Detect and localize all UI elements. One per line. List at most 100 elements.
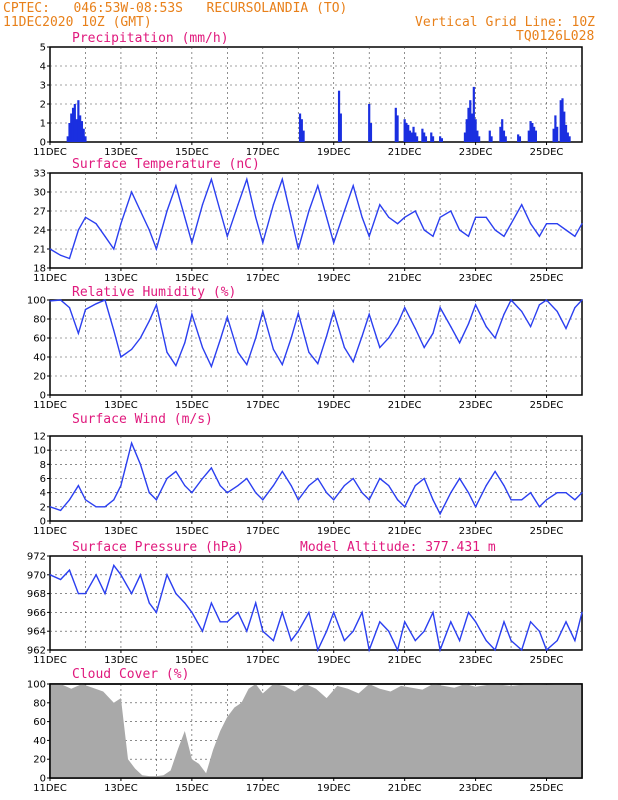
panel-title: Surface Wind (m/s) bbox=[72, 412, 213, 427]
data-point bbox=[130, 348, 133, 350]
data-point bbox=[262, 630, 264, 632]
data-point bbox=[574, 307, 576, 309]
data-point bbox=[494, 470, 496, 473]
data-point bbox=[432, 611, 434, 614]
data-point bbox=[565, 492, 567, 494]
data-point bbox=[565, 621, 567, 623]
data-point bbox=[155, 611, 157, 614]
data-point bbox=[423, 229, 425, 231]
precip-bar bbox=[552, 128, 555, 142]
x-tick-label: 11DEC bbox=[33, 147, 67, 158]
data-point bbox=[219, 621, 221, 623]
data-point bbox=[237, 351, 239, 353]
data-point bbox=[210, 467, 212, 469]
x-tick-label: 23DEC bbox=[459, 400, 493, 411]
data-point bbox=[333, 242, 335, 244]
precip-bar bbox=[84, 136, 87, 142]
data-point bbox=[503, 235, 505, 237]
y-tick-label: 0 bbox=[40, 774, 46, 785]
data-point bbox=[175, 593, 177, 595]
y-tick-label: 2 bbox=[40, 502, 46, 513]
data-point bbox=[361, 216, 363, 218]
data-point bbox=[68, 569, 71, 571]
data-point bbox=[343, 346, 345, 349]
data-point bbox=[545, 499, 548, 501]
precip-bar bbox=[430, 132, 433, 142]
data-point bbox=[297, 312, 299, 314]
panel-4: 962 964 966 968 970 972 11DEC 13DEC 15DEC 17DEC 19… bbox=[27, 540, 583, 666]
data-point bbox=[84, 499, 87, 501]
x-tick-label: 17DEC bbox=[246, 526, 280, 537]
precip-bar bbox=[488, 130, 491, 142]
data-point bbox=[333, 611, 335, 614]
y-tick-label: 40 bbox=[33, 736, 46, 747]
y-tick-label: 33 bbox=[33, 169, 46, 180]
y-tick-label: 80 bbox=[33, 698, 46, 709]
data-point bbox=[139, 337, 142, 339]
data-point bbox=[113, 564, 115, 567]
y-tick-label: 80 bbox=[33, 315, 46, 326]
data-point bbox=[201, 346, 204, 349]
data-point bbox=[538, 630, 541, 632]
data-point bbox=[210, 602, 212, 604]
precip-bar bbox=[467, 107, 470, 142]
data-point bbox=[290, 216, 292, 218]
y-tick-label: 0 bbox=[40, 391, 46, 402]
data-point bbox=[308, 351, 310, 353]
data-point bbox=[485, 640, 487, 642]
panel-0: 0 1 2 3 4 5 11DEC 13DEC 15DEC 17DEC 19DEC 21DEC 23DE… bbox=[33, 31, 583, 158]
data-point bbox=[184, 602, 186, 604]
x-tick-label: 23DEC bbox=[459, 273, 493, 284]
data-point bbox=[166, 210, 168, 212]
data-point bbox=[139, 210, 142, 212]
x-tick-label: 19DEC bbox=[317, 400, 351, 411]
data-point bbox=[84, 216, 87, 218]
data-point bbox=[77, 484, 79, 487]
data-point bbox=[201, 477, 204, 480]
data-point bbox=[95, 303, 97, 305]
data-point bbox=[326, 335, 328, 337]
data-point bbox=[352, 630, 354, 632]
precip-bar bbox=[394, 107, 397, 142]
data-point bbox=[396, 323, 399, 325]
precip-bar bbox=[423, 132, 426, 142]
y-tick-label: 964 bbox=[27, 627, 46, 638]
data-point bbox=[308, 484, 310, 487]
data-point bbox=[191, 611, 193, 614]
precip-bar bbox=[534, 130, 537, 142]
data-point bbox=[432, 332, 434, 334]
precip-bar bbox=[517, 134, 520, 142]
x-tick-label: 15DEC bbox=[175, 526, 209, 537]
data-point bbox=[130, 593, 133, 595]
x-tick-label: 23DEC bbox=[459, 526, 493, 537]
data-point bbox=[191, 492, 193, 494]
y-tick-label: 8 bbox=[40, 460, 46, 471]
y-tick-label: 1 bbox=[40, 119, 46, 130]
x-tick-label: 13DEC bbox=[104, 526, 138, 537]
data-point bbox=[485, 216, 487, 218]
data-point bbox=[475, 506, 477, 508]
data-point bbox=[308, 611, 310, 614]
data-point bbox=[467, 611, 470, 614]
data-point bbox=[361, 611, 363, 614]
data-point bbox=[423, 346, 425, 349]
precip-bar bbox=[476, 130, 479, 142]
data-point bbox=[510, 640, 512, 642]
y-tick-label: 4 bbox=[40, 62, 46, 73]
data-point bbox=[494, 229, 496, 231]
data-point bbox=[388, 630, 390, 632]
y-tick-label: 27 bbox=[33, 207, 46, 218]
x-tick-label: 21DEC bbox=[388, 526, 422, 537]
header-grid-note: Vertical Grid Line: 10Z bbox=[415, 15, 596, 30]
y-tick-label: 21 bbox=[33, 245, 46, 256]
data-point bbox=[104, 235, 106, 237]
data-point bbox=[317, 185, 319, 187]
data-point bbox=[368, 235, 370, 237]
precip-bar bbox=[439, 136, 442, 142]
data-point bbox=[565, 229, 567, 231]
precip-bar bbox=[504, 136, 507, 142]
data-point bbox=[545, 649, 548, 651]
data-point bbox=[246, 178, 248, 180]
data-point bbox=[148, 602, 150, 604]
x-tick-label: 23DEC bbox=[459, 147, 493, 158]
